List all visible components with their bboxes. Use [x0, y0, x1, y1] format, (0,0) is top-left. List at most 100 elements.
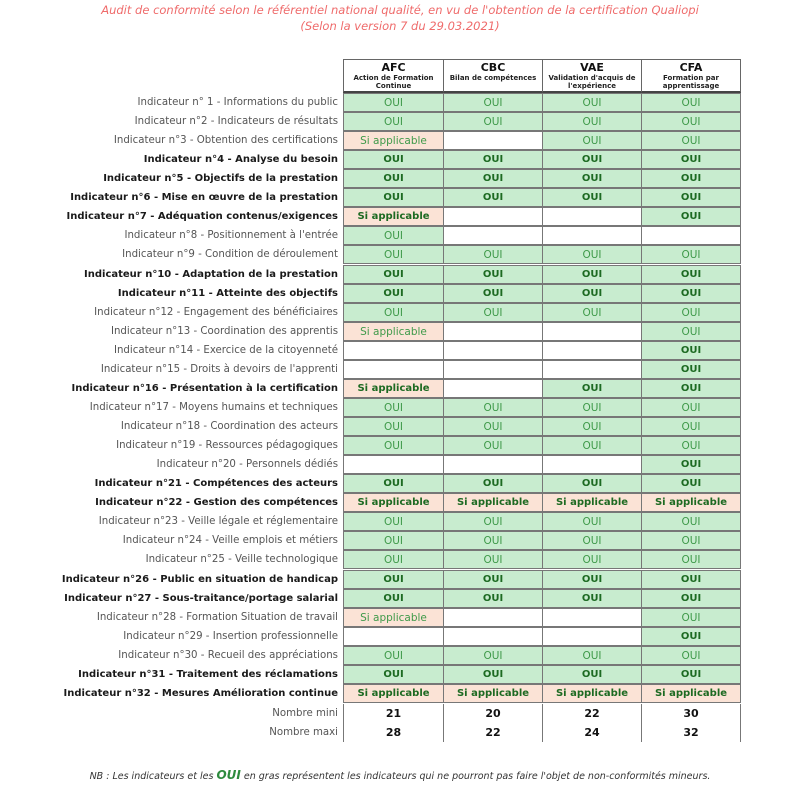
status-cell-vae: OUI	[542, 664, 642, 684]
status-cell-vae: OUI	[542, 283, 642, 303]
total-value-cbc: 20	[443, 703, 543, 723]
indicator-label: Indicateur n°15 - Droits à devoirs de l'…	[100, 363, 338, 375]
status-cell-afc: OUI	[343, 550, 444, 570]
status-cell-cfa: OUI	[641, 169, 741, 189]
column-header-cbc: CBC Bilan de compétences	[443, 59, 543, 93]
status-cell-afc: OUI	[343, 283, 444, 303]
status-cell-afc: OUI	[343, 664, 444, 684]
status-cell-afc: OUI	[343, 264, 444, 284]
status-cell-cbc	[443, 626, 543, 646]
footnote-text-end: en gras représentent les indicateurs qui…	[240, 771, 711, 782]
indicator-label: Indicateur n° 1 - Informations du public	[137, 97, 338, 108]
total-label: Nombre maxi	[269, 726, 338, 738]
status-cell-cfa: OUI	[641, 397, 741, 417]
indicator-label: Indicateur n°4 - Analyse du besoin	[143, 154, 338, 166]
status-cell-cfa: OUI	[641, 340, 741, 360]
status-cell-cbc: OUI	[443, 588, 543, 608]
indicator-label: Indicateur n°9 - Condition de déroulemen…	[122, 249, 338, 261]
status-cell-afc: OUI	[343, 93, 444, 112]
status-cell-vae	[542, 340, 642, 360]
status-cell-cfa: OUI	[641, 550, 741, 570]
status-cell-cbc	[443, 607, 543, 627]
status-cell-vae	[542, 626, 642, 646]
status-cell-cbc	[443, 378, 543, 398]
total-value-cfa: 30	[641, 703, 741, 723]
status-cell-afc: Si applicable	[343, 378, 444, 398]
status-cell-afc: OUI	[343, 169, 444, 189]
status-cell-vae: OUI	[542, 378, 642, 398]
status-cell-cfa: OUI	[641, 569, 741, 589]
document-subtitle: (Selon la version 7 du 29.03.2021)	[300, 19, 500, 33]
status-cell-afc	[343, 340, 444, 360]
status-cell-cbc: OUI	[443, 302, 543, 322]
status-cell-cbc: OUI	[443, 512, 543, 532]
status-cell-cfa	[641, 226, 741, 246]
column-subtitle: Validation d'acquis de l'expérience	[548, 74, 636, 90]
status-cell-afc: Si applicable	[343, 493, 444, 513]
status-cell-cfa: OUI	[641, 588, 741, 608]
status-cell-cbc: OUI	[443, 569, 543, 589]
status-cell-afc: Si applicable	[343, 131, 444, 151]
indicator-label: Indicateur n°3 - Obtention des certifica…	[113, 135, 338, 147]
status-cell-vae: OUI	[542, 131, 642, 151]
status-cell-cbc: OUI	[443, 664, 543, 684]
status-cell-afc: Si applicable	[343, 683, 444, 703]
indicator-label: Indicateur n°30 - Recueil des appréciati…	[118, 649, 338, 661]
status-cell-cfa: OUI	[641, 607, 741, 627]
indicator-label: Indicateur n°32 - Mesures Amélioration c…	[63, 687, 338, 699]
column-subtitle: Formation par apprentissage	[662, 74, 720, 90]
status-cell-afc: OUI	[343, 417, 444, 437]
status-cell-cfa: OUI	[641, 626, 741, 646]
status-cell-afc: OUI	[343, 588, 444, 608]
status-cell-afc: OUI	[343, 531, 444, 551]
status-cell-afc: OUI	[343, 436, 444, 456]
status-cell-cfa: OUI	[641, 112, 741, 132]
status-cell-cfa: OUI	[641, 188, 741, 208]
status-cell-cbc: OUI	[443, 474, 543, 494]
status-cell-vae: OUI	[542, 588, 642, 608]
status-cell-vae: OUI	[542, 474, 642, 494]
status-cell-cbc: OUI	[443, 531, 543, 551]
indicator-label: Indicateur n°28 - Formation Situation de…	[96, 611, 338, 623]
indicator-label: Indicateur n°5 - Objectifs de la prestat…	[103, 173, 338, 185]
status-cell-cfa: Si applicable	[641, 683, 741, 703]
document-title: Audit de conformité selon le référentiel…	[101, 3, 699, 17]
status-cell-cfa: OUI	[641, 455, 741, 475]
status-cell-afc: OUI	[343, 645, 444, 665]
status-cell-vae: Si applicable	[542, 683, 642, 703]
status-cell-cbc	[443, 321, 543, 341]
status-cell-cbc: OUI	[443, 645, 543, 665]
column-code: AFC	[381, 61, 406, 74]
indicator-label: Indicateur n°23 - Veille légale et régle…	[98, 516, 338, 528]
status-cell-vae: OUI	[542, 531, 642, 551]
status-cell-vae: OUI	[542, 397, 642, 417]
status-cell-vae: OUI	[542, 245, 642, 265]
indicator-label: Indicateur n°24 - Veille emplois et méti…	[122, 535, 338, 547]
column-header-cfa: CFA Formation par apprentissage	[641, 59, 741, 93]
status-cell-afc: OUI	[343, 302, 444, 322]
status-cell-afc: OUI	[343, 569, 444, 589]
status-cell-cfa: OUI	[641, 474, 741, 494]
footnote-text-start: NB : Les indicateurs et les	[89, 771, 217, 782]
indicator-label: Indicateur n°17 - Moyens humains et tech…	[89, 401, 338, 413]
status-cell-vae	[542, 359, 642, 379]
total-value-cfa: 32	[641, 722, 741, 742]
status-cell-vae: OUI	[542, 264, 642, 284]
indicator-label: Indicateur n°18 - Coordination des acteu…	[120, 421, 338, 433]
status-cell-cfa: OUI	[641, 245, 741, 265]
status-cell-cfa: OUI	[641, 150, 741, 170]
footnote: NB : Les indicateurs et les OUI en gras …	[0, 768, 800, 782]
status-cell-vae	[542, 321, 642, 341]
total-value-vae: 24	[542, 722, 642, 742]
indicator-label: Indicateur n°25 - Veille technologique	[145, 554, 338, 566]
status-cell-afc	[343, 359, 444, 379]
status-cell-cbc: OUI	[443, 550, 543, 570]
status-cell-vae: OUI	[542, 417, 642, 437]
status-cell-afc: Si applicable	[343, 207, 444, 227]
indicator-label: Indicateur n°27 - Sous-traitance/portage…	[64, 592, 338, 604]
status-cell-cfa: OUI	[641, 264, 741, 284]
indicator-label: Indicateur n°2 - Indicateurs de résultat…	[134, 116, 338, 128]
status-cell-afc: Si applicable	[343, 607, 444, 627]
status-cell-vae	[542, 455, 642, 475]
status-cell-cfa: OUI	[641, 378, 741, 398]
